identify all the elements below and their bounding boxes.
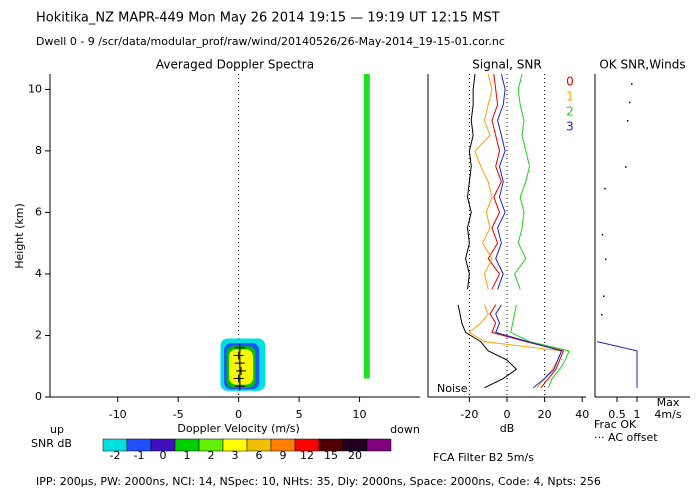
x-label: dB xyxy=(500,422,515,435)
colorbar-tick-label: 9 xyxy=(280,449,287,462)
colorbar-tick-label: 3 xyxy=(232,449,239,462)
signal-line xyxy=(457,73,518,389)
x-label: Doppler Velocity (m/s) xyxy=(177,422,299,435)
x-tick-label: -10 xyxy=(109,408,127,421)
ac-dot xyxy=(625,166,627,168)
up-label: up xyxy=(50,423,64,436)
y-tick-label: 2 xyxy=(35,328,42,341)
legend-label: 2 xyxy=(566,105,574,119)
colorbar-tick-label: 6 xyxy=(256,449,263,462)
y-tick-label: 0 xyxy=(35,390,42,403)
y-tick-label: 4 xyxy=(35,267,42,280)
ac-dot xyxy=(601,233,604,236)
x-tick-label: 20 xyxy=(538,408,552,421)
peak-marker xyxy=(233,351,244,360)
x-tick-label: 0 xyxy=(235,408,242,421)
max-label: Max xyxy=(657,396,680,409)
colorbar-tick-label: 1 xyxy=(184,449,191,462)
ac-dot xyxy=(627,120,629,122)
down-label: down xyxy=(390,423,420,436)
ac-dot xyxy=(604,187,606,190)
peak-marker xyxy=(234,359,245,368)
ac-label: ··· AC offset xyxy=(594,431,658,444)
y-tick-label: 8 xyxy=(35,144,42,157)
ac-dot xyxy=(629,101,631,104)
panel-title: Signal, SNR xyxy=(472,58,541,72)
y-tick-label: 10 xyxy=(28,82,42,95)
colorbar-tick-label: 0 xyxy=(160,449,167,462)
y-tick-label: 6 xyxy=(35,205,42,218)
colorbar-tick-label: 15 xyxy=(324,449,338,462)
x-tick-label: 40 xyxy=(575,408,589,421)
colorbar-label: SNR dB xyxy=(31,437,72,450)
x-tick-label: 0.5 xyxy=(608,408,626,421)
vertical-signal xyxy=(363,74,370,379)
legend-label: 3 xyxy=(566,120,574,134)
max-speed: 4m/s xyxy=(654,408,681,421)
peak-marker xyxy=(234,382,245,391)
ac-dot xyxy=(605,258,607,261)
peak-marker xyxy=(234,343,245,352)
ac-dot xyxy=(601,313,603,316)
signal-line xyxy=(468,73,563,389)
colorbar-tick-label: -1 xyxy=(134,449,145,462)
colorbar-tick-label: 2 xyxy=(208,449,215,462)
filter: FCA Filter B2 5m/s xyxy=(433,451,534,464)
x-tick-label: 1 xyxy=(634,408,641,421)
colorbar-tick-label: -2 xyxy=(110,449,121,462)
title: Hokitika_NZ MAPR-449 Mon May 26 2014 19:… xyxy=(36,11,500,26)
frac-line xyxy=(596,341,638,388)
colorbar-tick-label: 12 xyxy=(300,449,314,462)
subtitle: Dwell 0 - 9 /scr/data/modular_prof/raw/w… xyxy=(36,35,505,48)
footer: IPP: 200μs, PW: 2000ns, NCI: 14, NSpec: … xyxy=(36,475,601,488)
signal-line xyxy=(510,73,570,388)
peak-marker xyxy=(236,366,247,375)
colorbar-cell xyxy=(366,438,392,452)
x-tick-label: -5 xyxy=(173,408,184,421)
ac-dot xyxy=(631,83,633,85)
noise-label: Noise xyxy=(437,382,468,395)
x-tick-label: 0 xyxy=(504,408,511,421)
panel-title: OK SNR,Winds xyxy=(599,58,685,72)
x-tick-label: 10 xyxy=(353,408,367,421)
y-label: Height (km) xyxy=(13,203,26,269)
x-tick-label: -20 xyxy=(460,408,478,421)
legend-label: 1 xyxy=(566,90,574,104)
ac-dot xyxy=(603,295,605,297)
x-label: Frac OK xyxy=(594,418,637,431)
signal-line xyxy=(495,73,563,389)
colorbar-tick-label: 20 xyxy=(348,449,362,462)
peak-marker xyxy=(233,374,244,383)
x-tick-label: 5 xyxy=(296,408,303,421)
legend-label: 0 xyxy=(566,75,574,89)
panel-title: Averaged Doppler Spectra xyxy=(156,58,314,72)
